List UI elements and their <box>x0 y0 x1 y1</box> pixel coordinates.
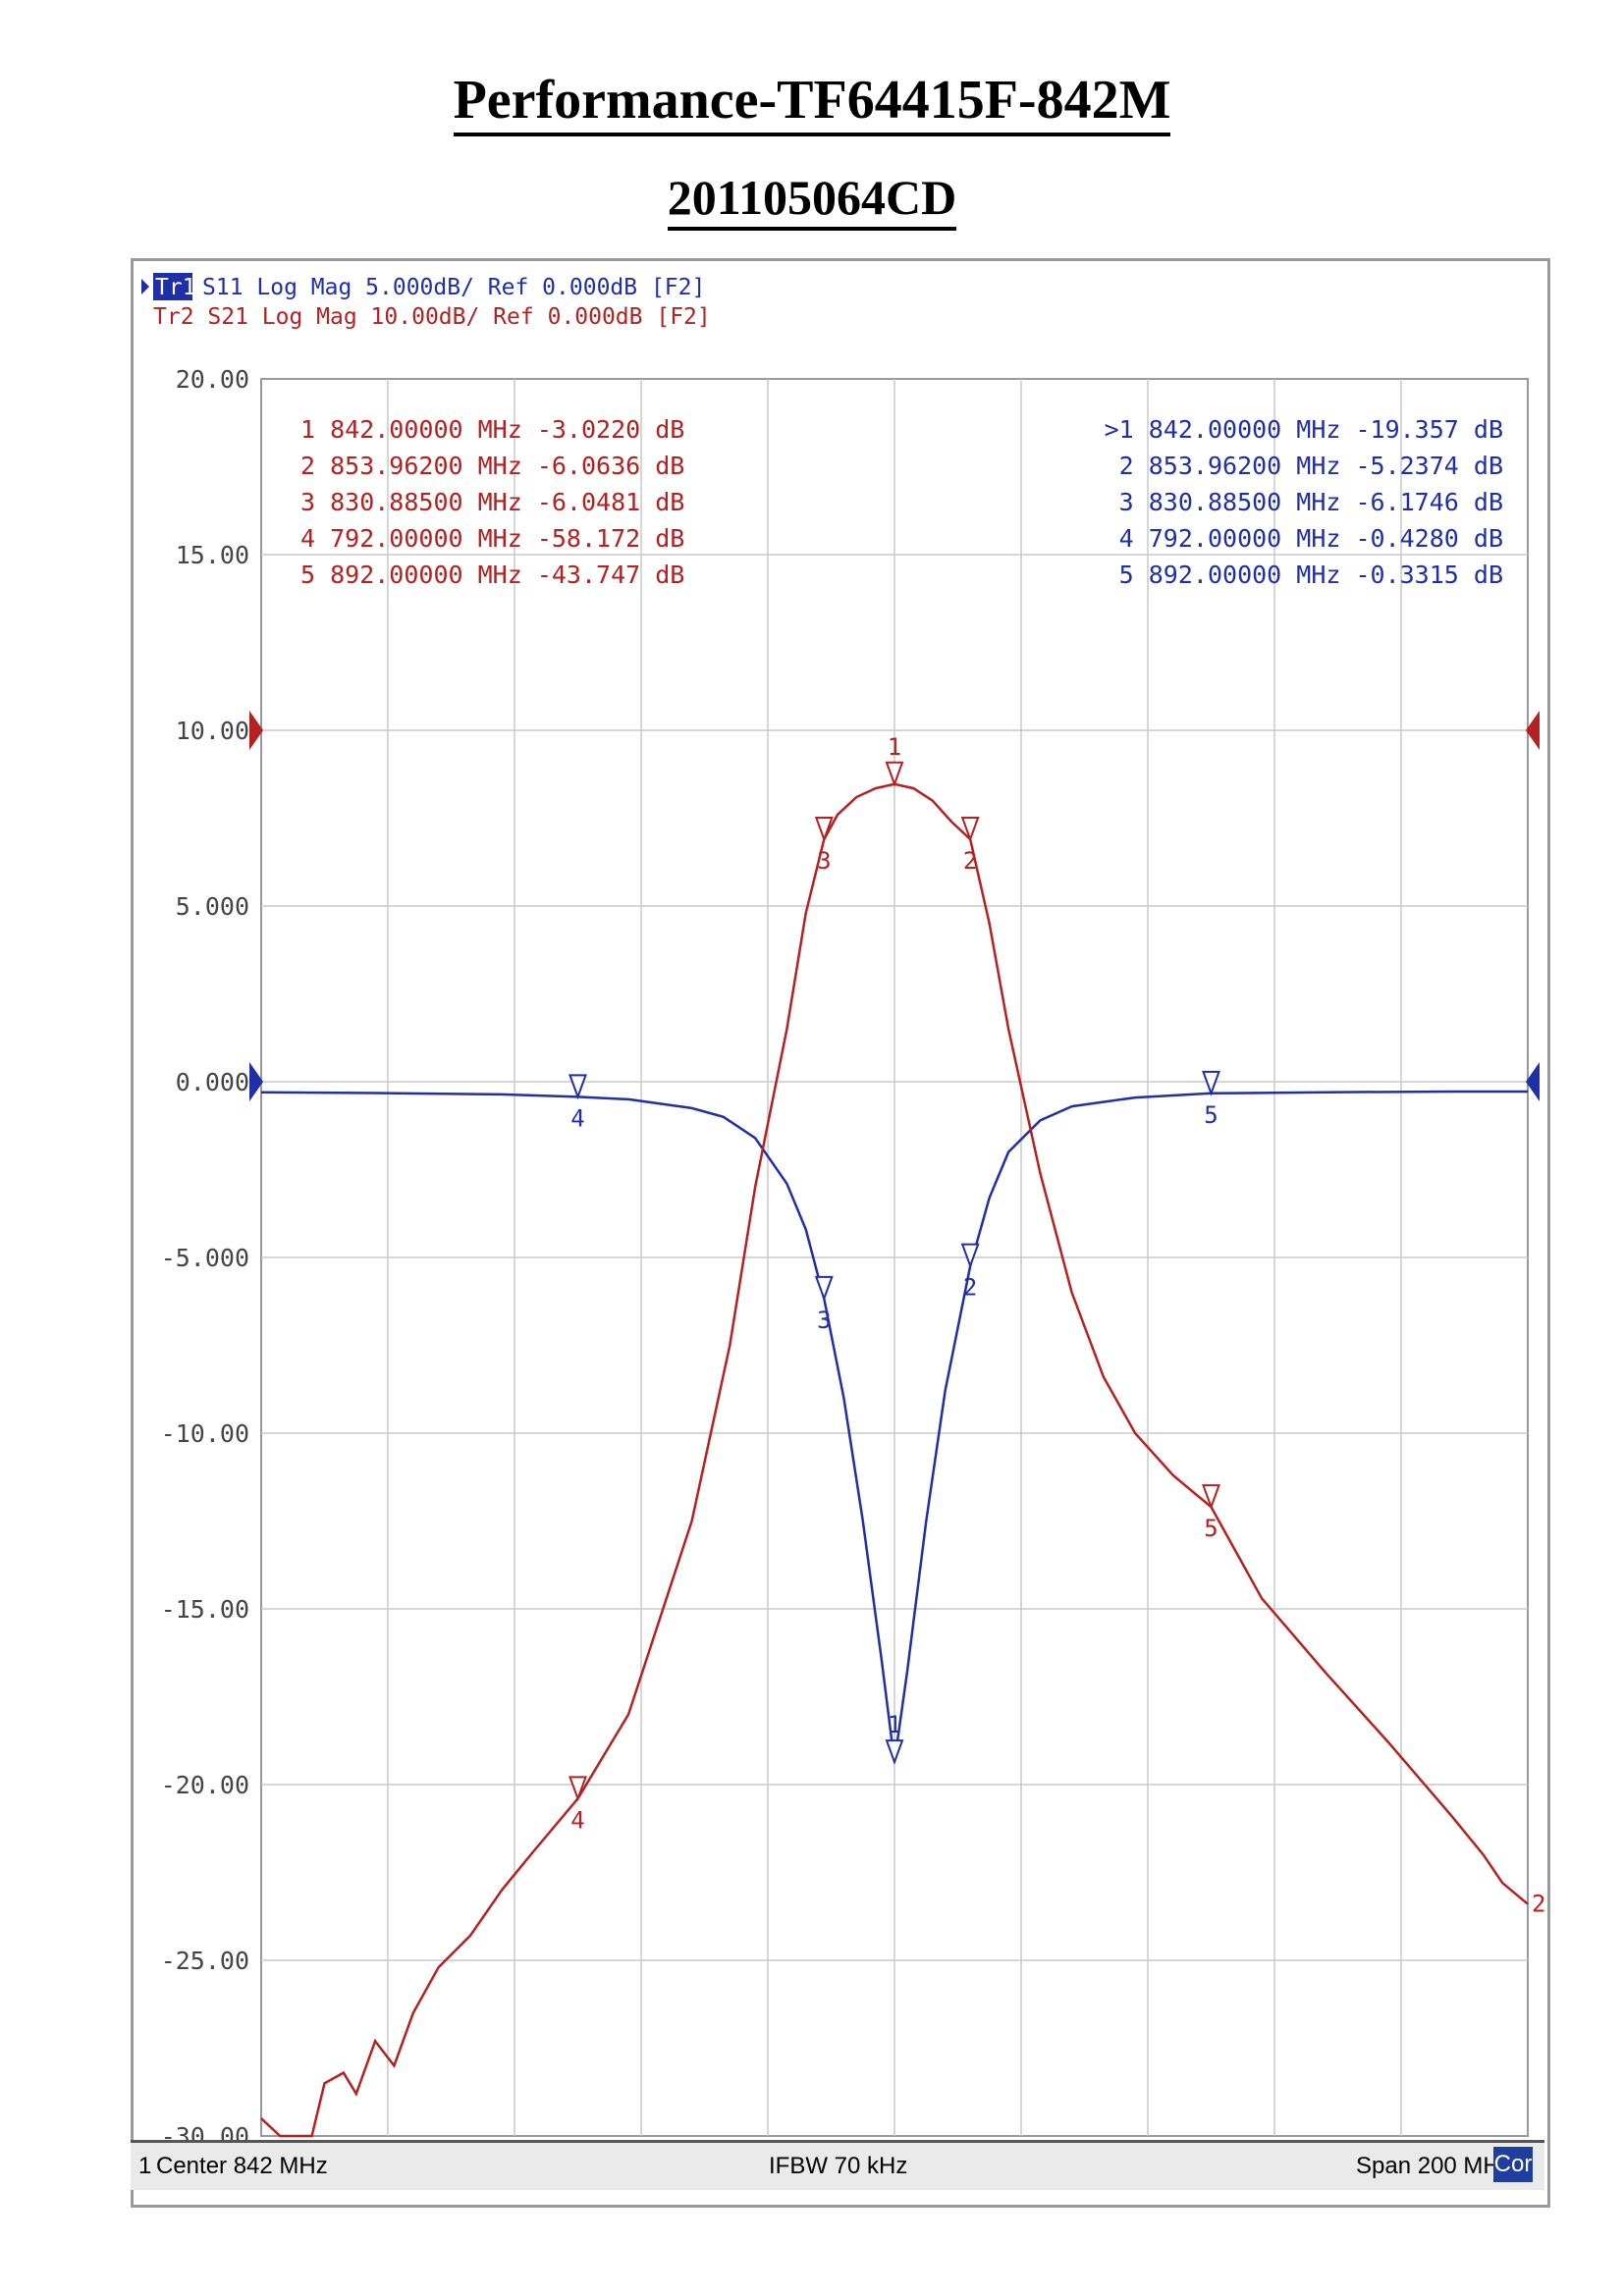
y-tick-label: 20.00 <box>176 365 249 394</box>
marker-triangle-icon <box>885 1739 904 1766</box>
tr1-tag[interactable]: Tr1 <box>155 275 196 300</box>
correction-badge[interactable]: Cor <box>1493 2147 1533 2182</box>
trace-end-label: 2 <box>1532 1891 1545 1918</box>
marker-number: 2 <box>963 847 977 875</box>
trace-s11 <box>260 1090 1528 1763</box>
marker-tables: 1 842.00000 MHz -3.0220 dB 2 853.96200 MH… <box>300 415 1503 589</box>
y-tick-labels: 20.00 15.00 10.00 5.000 0.000 -5.000 -10.00 -15… <box>161 365 249 2151</box>
s11-marker-readout: 3 830.88500 MHz -6.1746 dB <box>1119 488 1503 516</box>
y-tick-label: 10.00 <box>176 717 249 745</box>
status-bar: 1 Center 842 MHz IFBW 70 kHz Span 200 MH… <box>131 2140 1544 2190</box>
page-subtitle: 201105064CD <box>0 169 1624 231</box>
s11-marker-readout: 4 792.00000 MHz -0.4280 dB <box>1119 524 1503 553</box>
marker-triangle-icon <box>568 1074 587 1100</box>
y-tick-label: -25.00 <box>161 1947 249 1975</box>
vna-chart-frame: 20.00 15.00 10.00 5.000 0.000 -5.000 -10.00 -15… <box>131 258 1550 2208</box>
center-frequency[interactable]: Center 842 MHz <box>156 2153 328 2179</box>
active-trace-arrow-icon <box>141 279 149 294</box>
marker-number: 5 <box>1204 1101 1218 1129</box>
s21-marker-readout: 2 853.96200 MHz -6.0636 dB <box>300 452 684 480</box>
marker-number: 3 <box>817 847 831 875</box>
y-tick-label: 5.000 <box>176 892 249 921</box>
tr2-settings: Tr2 S21 Log Mag 10.00dB/ Ref 0.000dB [F2… <box>153 304 711 330</box>
ifbw[interactable]: IFBW 70 kHz <box>769 2153 908 2179</box>
page-title: Performance-TF64415F-842M <box>0 69 1624 136</box>
ref-level-left-arrow-icon <box>249 1062 263 1101</box>
marker-number: 1 <box>888 1711 901 1738</box>
marker-number: 4 <box>570 1104 584 1132</box>
trace-s21 <box>260 782 1529 2138</box>
marker-triangle-icon <box>1202 1484 1220 1511</box>
ref-level-right-arrow-icon <box>1526 711 1540 750</box>
y-tick-label: -15.00 <box>161 1595 249 1624</box>
y-tick-label: -10.00 <box>161 1419 249 1448</box>
s21-marker-readout: 1 842.00000 MHz -3.0220 dB <box>300 415 684 444</box>
y-tick-label: 0.000 <box>176 1068 249 1096</box>
marker-triangle-icon <box>960 816 980 842</box>
marker-number: 4 <box>570 1806 584 1834</box>
marker-triangle-icon <box>885 761 904 787</box>
marker-triangle-icon <box>1202 1070 1220 1096</box>
channel-number[interactable]: 1 <box>138 2153 152 2179</box>
y-tick-label: 15.00 <box>176 541 249 569</box>
span-frequency[interactable]: Span 200 MHz <box>1356 2153 1512 2179</box>
traces <box>249 711 1540 2138</box>
marker-triangle-icon <box>814 816 834 842</box>
trace-header: Tr1 S11 Log Mag 5.000dB/ Ref 0.000dB [F2… <box>141 273 711 330</box>
s21-marker-readout: 4 792.00000 MHz -58.172 dB <box>300 524 684 553</box>
y-tick-label: -20.00 <box>161 1771 249 1799</box>
s11-marker-readout: 2 853.96200 MHz -5.2374 dB <box>1119 452 1503 480</box>
s21-marker-readout: 5 892.00000 MHz -43.747 dB <box>300 561 684 589</box>
ref-level-right-arrow-icon <box>1526 1062 1540 1101</box>
marker-triangle-icon <box>814 1275 834 1302</box>
s21-marker-readout: 3 830.88500 MHz -6.0481 dB <box>300 488 684 516</box>
y-tick-label: -5.000 <box>161 1244 249 1272</box>
tr1-tag-bg[interactable] <box>153 273 192 300</box>
vna-plot: 20.00 15.00 10.00 5.000 0.000 -5.000 -10.00 -15… <box>141 273 1545 2176</box>
marker-number: 1 <box>888 733 901 761</box>
s11-marker-readout: >1 842.00000 MHz -19.357 dB <box>1105 415 1503 444</box>
tr1-settings: S11 Log Mag 5.000dB/ Ref 0.000dB [F2] <box>202 275 705 300</box>
grid <box>260 378 1529 2137</box>
marker-triangle-icon <box>568 1776 587 1802</box>
marker-triangle-icon <box>960 1243 980 1269</box>
markers: 1 1 2 2 3 3 4 4 5 5 2 <box>563 733 1545 2176</box>
marker-number: 5 <box>1204 1515 1218 1542</box>
ref-level-left-arrow-icon <box>249 711 263 750</box>
marker-number: 3 <box>817 1307 831 1334</box>
s11-marker-readout: 5 892.00000 MHz -0.3315 dB <box>1119 561 1503 589</box>
marker-number: 2 <box>963 1274 977 1302</box>
